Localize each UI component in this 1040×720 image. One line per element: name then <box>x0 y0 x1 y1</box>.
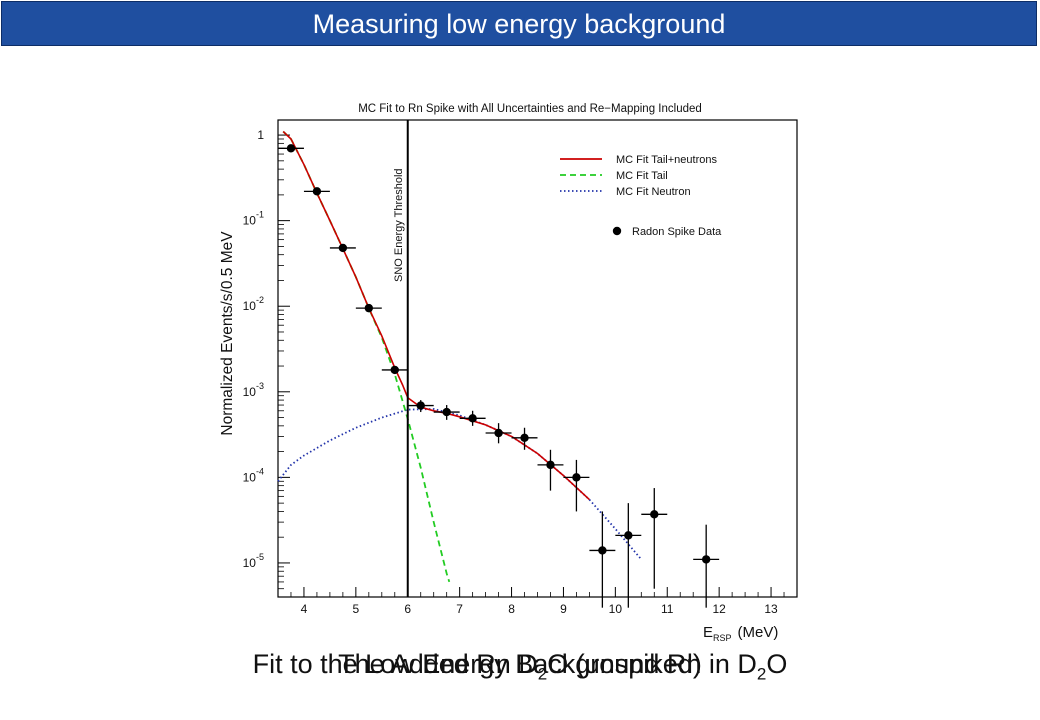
x-tick-label: 7 <box>456 602 463 616</box>
y-tick-exponent: -3 <box>256 381 264 391</box>
caption-added-rn-sub: 2 <box>537 664 548 684</box>
chart-title: MC Fit to Rn Spike with All Uncertaintie… <box>358 103 702 115</box>
data-point <box>355 303 382 313</box>
y-tick-label: 10-5 <box>243 552 264 570</box>
data-point-marker <box>546 460 555 470</box>
data-point-marker <box>364 303 374 313</box>
data-point <box>537 449 564 491</box>
data-point <box>641 488 668 589</box>
data-point <box>278 144 304 153</box>
slide-title: Measuring low energy background <box>1 1 1037 46</box>
x-tick-label: 8 <box>508 602 515 616</box>
x-tick-label: 12 <box>712 602 726 616</box>
x-tick-label: 10 <box>609 602 623 616</box>
data-point-marker <box>572 473 581 482</box>
x-axis-label-main: E <box>703 624 713 641</box>
x-axis-label: ERSP (MeV) <box>703 624 778 643</box>
y-tick-exponent: -4 <box>256 466 264 476</box>
data-point-marker <box>650 510 659 519</box>
y-tick-base: 10 <box>243 385 257 399</box>
legend-label: MC Fit Tail <box>616 170 668 182</box>
legend-label: MC Fit Tail+neutrons <box>616 154 717 166</box>
x-tick-label: 9 <box>560 602 567 616</box>
data-point-marker <box>624 531 633 540</box>
y-tick-label: 10-1 <box>243 210 264 228</box>
y-tick-label: 10-3 <box>243 381 264 399</box>
data-point <box>563 459 590 512</box>
data-point-marker <box>520 433 529 443</box>
y-tick-label: 1 <box>257 128 264 142</box>
data-point <box>459 410 486 426</box>
y-tick-exponent: -1 <box>256 210 264 220</box>
data-point <box>433 405 460 420</box>
x-tick-label: 13 <box>764 602 778 616</box>
data-point-marker <box>338 243 348 253</box>
data-point-marker <box>416 401 425 410</box>
data-point-marker <box>494 428 503 438</box>
data-point-marker <box>598 546 607 555</box>
data-point <box>381 365 408 375</box>
y-tick-base: 10 <box>243 556 257 570</box>
data-point <box>407 400 434 413</box>
data-points <box>278 144 720 608</box>
y-tick-base: 1 <box>257 128 264 142</box>
caption-rn-fit-end: O <box>766 649 788 679</box>
data-point <box>693 524 720 608</box>
x-tick-label: 6 <box>404 602 411 616</box>
radon-spike-chart: MC Fit to Rn Spike with All Uncertaintie… <box>219 103 798 643</box>
fit-curves <box>277 130 642 583</box>
caption-added-rn-text: The Added Rn D <box>338 649 538 679</box>
y-tick-label: 10-4 <box>243 466 264 484</box>
x-tick-label: 5 <box>353 602 360 616</box>
data-point-marker <box>312 187 322 196</box>
data-point-marker <box>701 555 711 564</box>
y-tick-base: 10 <box>243 470 257 484</box>
data-point <box>511 427 538 450</box>
y-tick-base: 10 <box>243 214 257 228</box>
y-axis-ticks: 110-110-210-310-410-5 <box>243 128 290 598</box>
legend-marker <box>612 226 622 236</box>
data-point-marker <box>286 144 296 153</box>
data-point <box>303 187 330 196</box>
y-tick-base: 10 <box>243 299 257 313</box>
data-point <box>329 243 356 253</box>
legend: MC Fit Tail+neutrons MC Fit Tail MC Fit Ne… <box>560 154 722 238</box>
curve-mc-fit-tail-neutrons <box>282 130 590 501</box>
y-tick-exponent: -5 <box>256 552 264 562</box>
x-axis-label-sub: RSP <box>713 633 732 643</box>
y-axis-label: Normalized Events/s/0.5 MeV <box>219 231 236 436</box>
legend-label: MC Fit Neutron <box>616 186 691 198</box>
y-tick-exponent: -2 <box>256 295 264 305</box>
threshold-marker: SNO Energy Threshold <box>393 120 409 597</box>
x-axis-label-unit: (MeV) <box>738 624 779 641</box>
x-tick-label: 4 <box>301 602 308 616</box>
plot-frame <box>277 119 798 598</box>
data-point <box>615 503 642 608</box>
data-point <box>589 511 616 608</box>
x-axis-ticks: 4 5 6 7 8 9 10 11 12 13 <box>277 587 798 616</box>
caption-added-rn-end: O (unspiked) <box>547 649 702 679</box>
threshold-label: SNO Energy Threshold <box>393 168 405 282</box>
caption-rn-fit-sub: 2 <box>756 664 767 684</box>
data-point-marker <box>442 407 451 417</box>
y-tick-label: 10-2 <box>243 295 264 313</box>
data-point <box>485 423 512 444</box>
x-tick-label: 11 <box>661 602 674 616</box>
curve-mc-fit-neutron <box>277 408 642 560</box>
data-point-marker <box>390 365 399 375</box>
caption-rn-fit-text: Fit to the Low Energy Background Rn in D <box>252 649 757 679</box>
caption-rn-fit: Fit to the Low Energy Background Rn in D… <box>0 644 1040 694</box>
plot-area-border <box>277 119 798 598</box>
curve-mc-fit-tail <box>282 130 451 583</box>
legend-label: Radon Spike Data <box>632 226 722 238</box>
data-point-marker <box>468 414 477 423</box>
caption-added-rn: The Added Rn D2O (unspiked) <box>0 644 1040 694</box>
